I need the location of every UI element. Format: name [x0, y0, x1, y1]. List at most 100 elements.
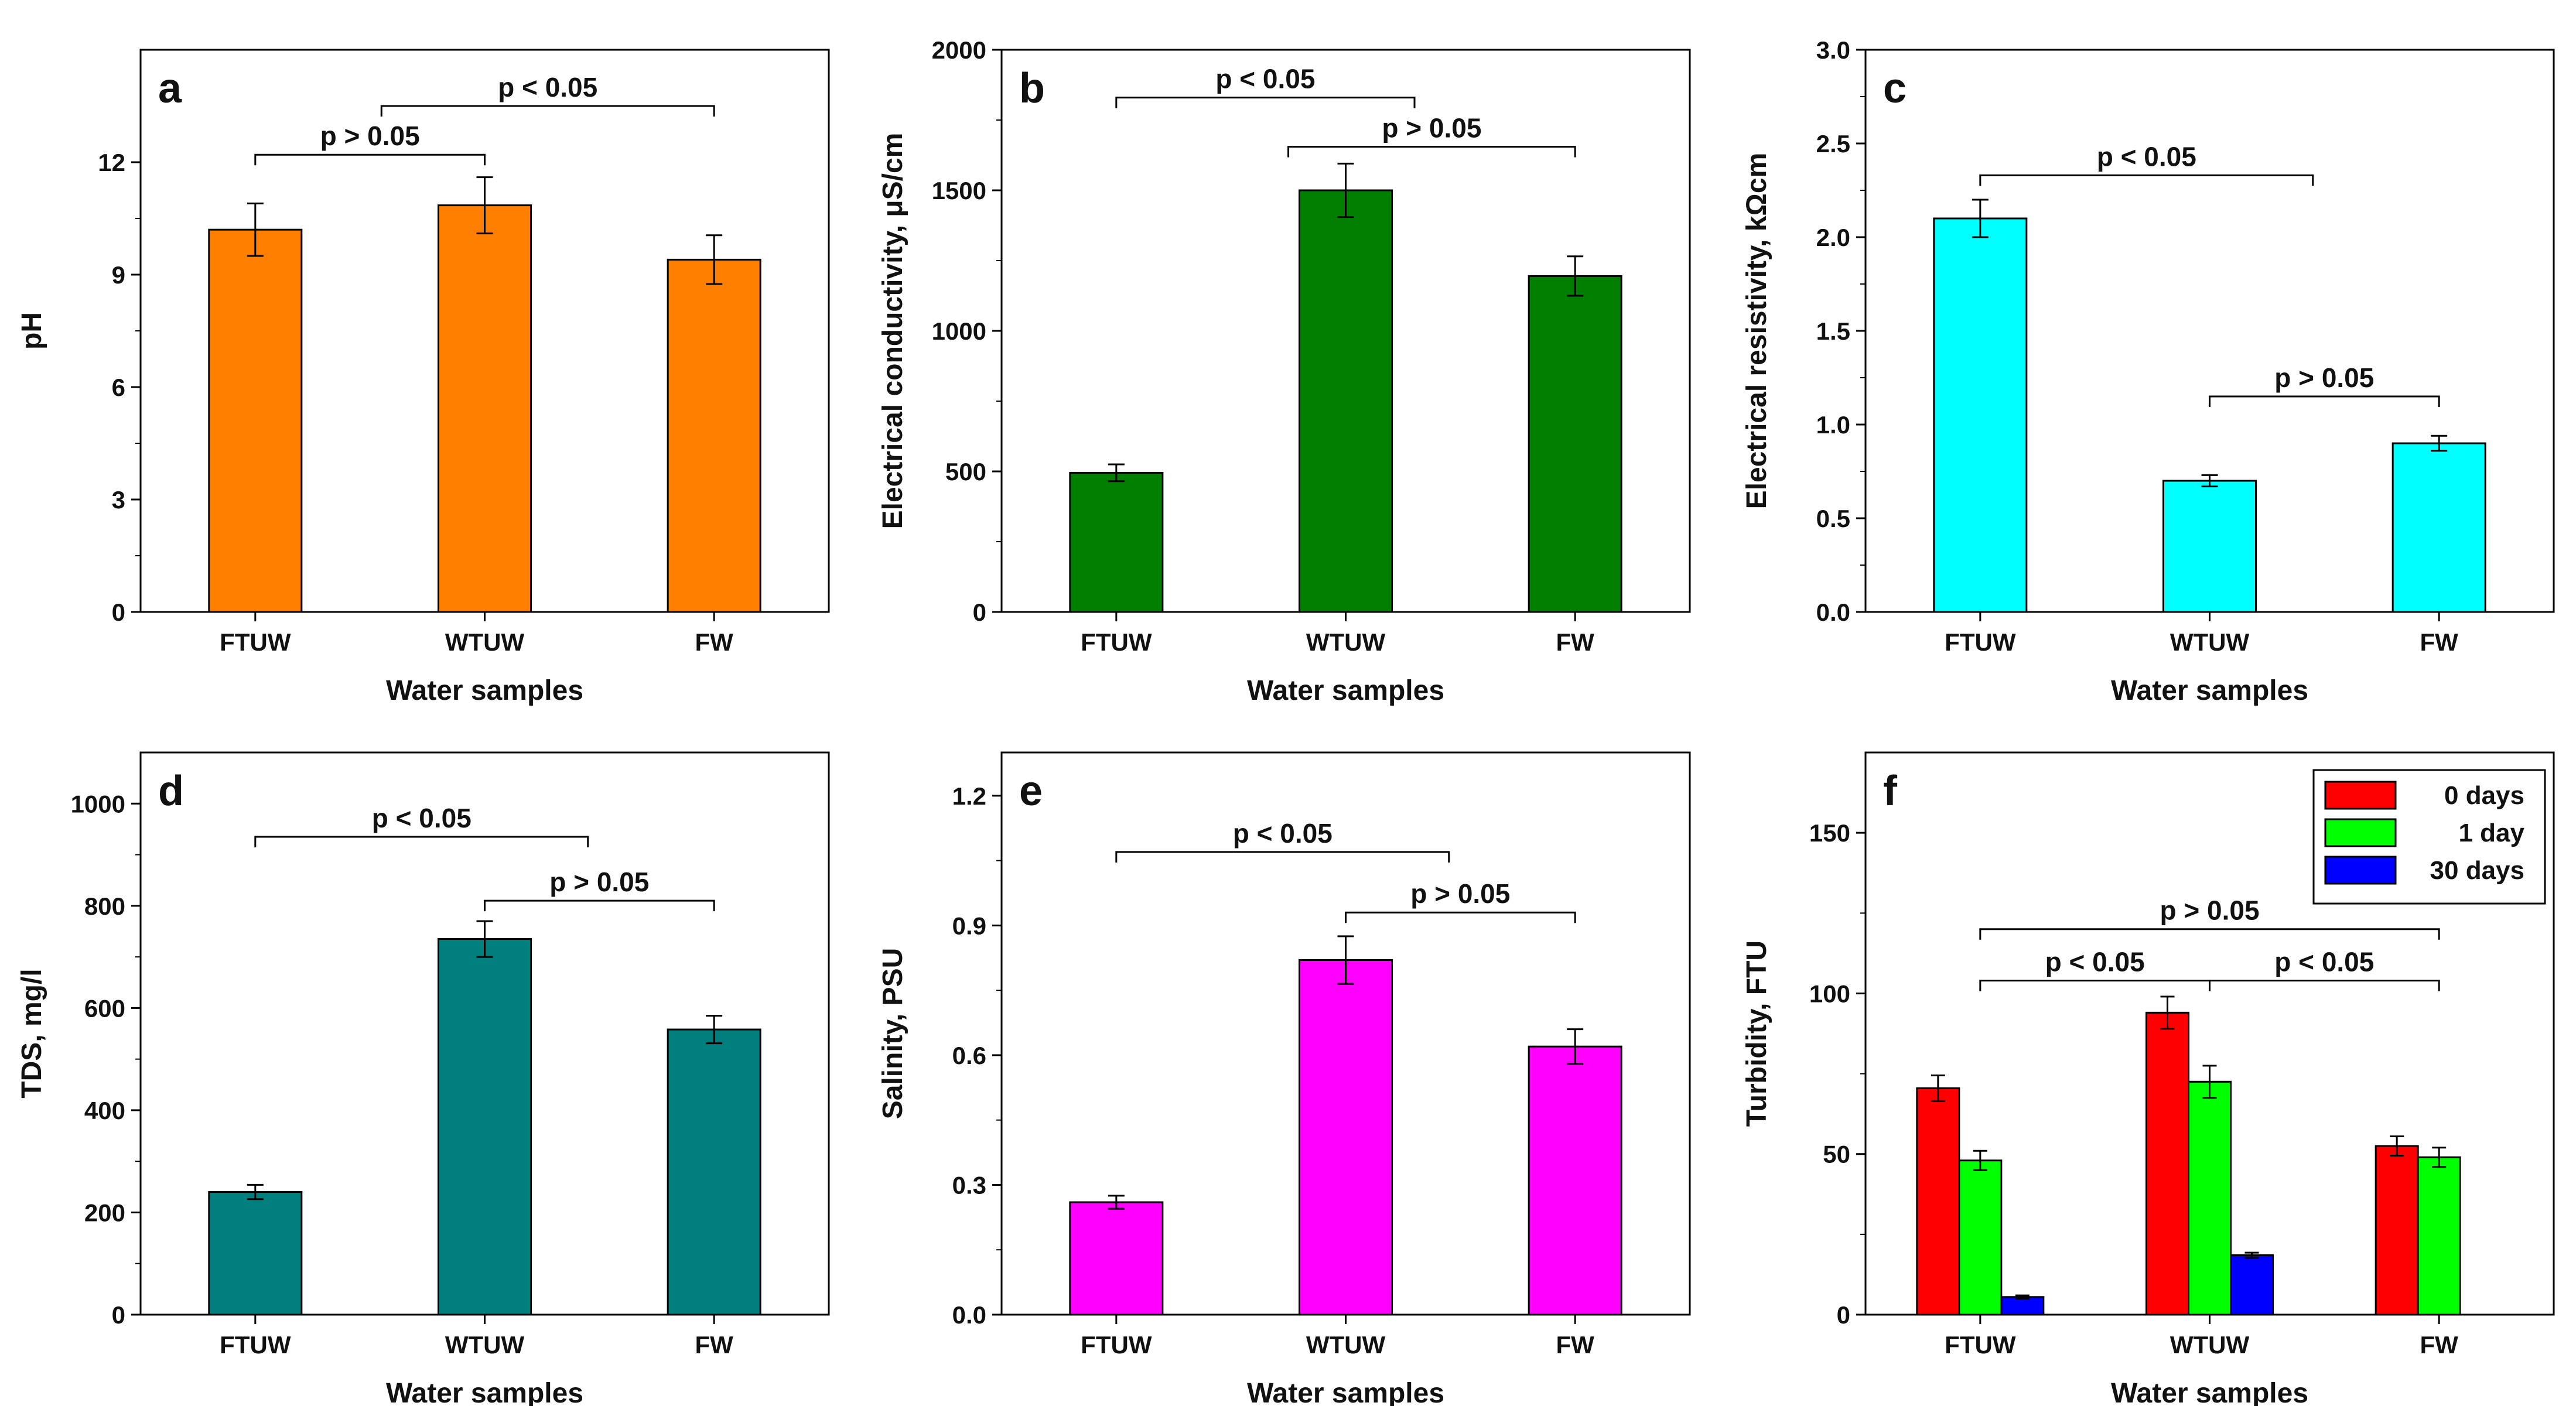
panel-e: 0.0 0.3 0.6 0.9 1.2 FTUW WTUW FW Water samples Sa…: [877, 751, 1691, 1406]
y-tick-label: 0.9: [952, 912, 986, 939]
legend-label: 1 day: [2458, 819, 2524, 847]
x-tick-label: WTUW: [2170, 1331, 2250, 1359]
bar: [1933, 217, 2028, 613]
y-tick-label: 50: [1823, 1141, 1850, 1168]
bar: [2162, 480, 2257, 613]
significance-label: p < 0.05: [2097, 141, 2196, 172]
x-axis-title: Water samples: [1247, 675, 1444, 706]
legend-label: 0 days: [2444, 781, 2524, 810]
significance-label: p < 0.05: [2274, 946, 2374, 977]
panel-letter: f: [1883, 768, 1898, 815]
bar: [2000, 1296, 2045, 1316]
y-tick-label: 3: [112, 486, 125, 514]
x-tick-label: FW: [2420, 628, 2459, 656]
bar: [208, 1191, 303, 1316]
x-tick-label: FTUW: [220, 628, 291, 656]
significance-label: p < 0.05: [372, 803, 472, 833]
bar: [667, 258, 761, 613]
significance-bracket: [1115, 851, 1450, 863]
y-tick-label: 0: [112, 1301, 125, 1329]
y-axis-title: Turbidity, FTU: [1741, 940, 1772, 1127]
y-axis-title: Electrical conductivity, μS/cm: [877, 133, 908, 529]
x-tick-label: FTUW: [1945, 628, 2016, 656]
y-tick-label: 9: [112, 261, 125, 289]
significance-label: p < 0.05: [1233, 818, 1333, 849]
significance-bracket: [1287, 146, 1576, 158]
x-axis-title: Water samples: [386, 675, 583, 706]
panel-b: 0 500 1000 1500 2000 FTUW WTUW FW Water samples E…: [877, 36, 1691, 706]
significance-label: p > 0.05: [2160, 895, 2259, 926]
y-tick-label: 0.3: [952, 1171, 986, 1199]
bar: [2230, 1254, 2274, 1316]
y-tick-label: 2.0: [1816, 224, 1850, 251]
legend-swatch: [2324, 856, 2397, 885]
y-tick-label: 400: [84, 1097, 125, 1124]
panel-letter: d: [158, 768, 184, 815]
panel-letter: a: [158, 65, 182, 112]
y-tick-label: 12: [98, 149, 125, 176]
bar: [1916, 1087, 1960, 1316]
panel-letter: b: [1019, 65, 1045, 112]
y-tick-label: 1000: [71, 790, 125, 817]
x-axis-title: Water samples: [386, 1378, 583, 1406]
bar: [1299, 189, 1393, 613]
y-tick-label: 0.6: [952, 1042, 986, 1069]
x-tick-label: FW: [1556, 1331, 1595, 1359]
legend-swatch: [2324, 781, 2397, 810]
panel-a: 0 3 6 9 12 FTUW WTUW FW Water samples pH a p > 0.05…: [16, 49, 830, 706]
x-tick-label: FW: [2420, 1331, 2459, 1359]
y-tick-label: 1.2: [952, 782, 986, 810]
y-tick-label: 800: [84, 892, 125, 920]
y-axis-title: Salinity, PSU: [877, 948, 908, 1120]
y-tick-label: 2000: [932, 36, 986, 64]
y-tick-label: 0: [973, 598, 986, 626]
y-tick-label: 0.0: [1816, 598, 1850, 626]
bar: [1299, 959, 1393, 1316]
y-tick-label: 3.0: [1816, 36, 1850, 64]
significance-label: p > 0.05: [2274, 362, 2374, 393]
x-tick-label: FW: [695, 1331, 734, 1359]
panel-letter: c: [1883, 65, 1907, 112]
y-tick-label: 1500: [932, 177, 986, 204]
x-tick-label: WTUW: [2170, 628, 2250, 656]
bar: [2188, 1080, 2232, 1316]
x-tick-label: FW: [695, 628, 734, 656]
y-tick-label: 0: [1837, 1301, 1850, 1329]
bar: [2145, 1011, 2189, 1316]
x-tick-label: FTUW: [1945, 1331, 2016, 1359]
x-tick-label: FW: [1556, 628, 1595, 656]
significance-label: p < 0.05: [498, 72, 597, 102]
y-tick-label: 1.0: [1816, 411, 1850, 439]
x-tick-label: FTUW: [220, 1331, 291, 1359]
bar: [208, 228, 303, 613]
panel-f: 0 50 100 150 FTUW WTUW FW Water samples Turbidit…: [1741, 751, 2555, 1406]
x-tick-label: WTUW: [1306, 628, 1386, 656]
bar: [1528, 275, 1622, 613]
y-tick-label: 6: [112, 374, 125, 401]
significance-label: p > 0.05: [549, 867, 649, 897]
legend-label: 30 days: [2430, 856, 2524, 885]
y-tick-label: 2.5: [1816, 130, 1850, 158]
bar: [667, 1028, 761, 1316]
y-tick-label: 200: [84, 1199, 125, 1226]
x-axis-title: Water samples: [2111, 1378, 2308, 1406]
significance-bracket: [1345, 911, 1576, 923]
y-axis-title: pH: [16, 312, 47, 350]
bar: [2391, 442, 2486, 613]
significance-label: p > 0.05: [1410, 878, 1510, 909]
significance-bracket: [254, 836, 589, 847]
significance-bracket: [2209, 395, 2440, 407]
legend-swatch: [2324, 818, 2397, 847]
panel-c: 0.0 0.5 1.0 1.5 2.0 2.5 3.0 FTUW WTUW FW Water sam…: [1741, 36, 2555, 706]
panel-letter: e: [1019, 768, 1043, 815]
bar: [1958, 1159, 2003, 1316]
y-tick-label: 1.5: [1816, 317, 1850, 345]
y-tick-label: 500: [945, 458, 986, 485]
bar: [1069, 471, 1164, 613]
y-tick-label: 150: [1809, 819, 1850, 847]
significance-bracket: [1115, 97, 1416, 108]
y-tick-label: 600: [84, 994, 125, 1022]
bar: [1069, 1201, 1164, 1316]
bar: [438, 938, 532, 1316]
